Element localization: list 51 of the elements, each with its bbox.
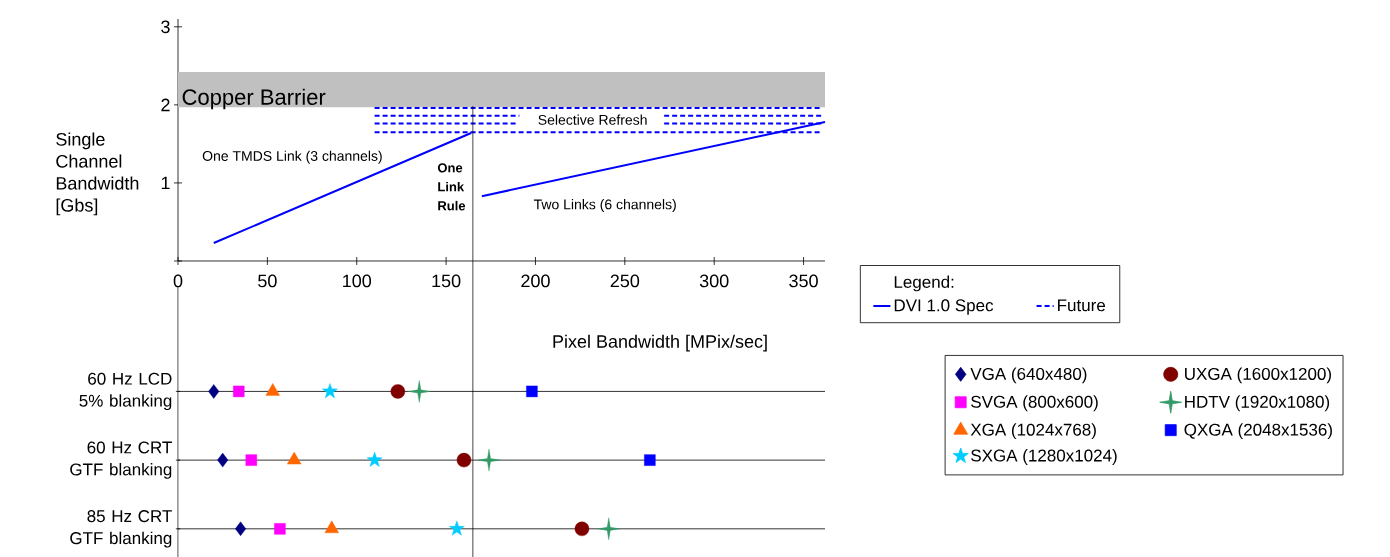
x-axis-title: Pixel Bandwidth [MPix/sec] (553, 334, 767, 352)
point (449, 520, 465, 536)
legend-label: HDTV (1920x1080) (1185, 395, 1330, 412)
legend-label: XGA (1024x768) (970, 423, 1096, 440)
x-tick-label: 300 (699, 274, 729, 288)
y-tick-label: 3 (161, 20, 170, 34)
y-tick-label: 60 Hz LCD 5% blanking (79, 372, 172, 411)
annotation: One TMDS Link (3 channels) (202, 150, 382, 164)
point (217, 452, 229, 468)
y-tick-label: 85 Hz CRT GTF blanking (70, 510, 172, 548)
point (287, 451, 302, 465)
legend-label: UXGA (1600x1200) (1185, 367, 1331, 384)
ref-line-label: One Link Rule (437, 163, 466, 211)
point (233, 385, 245, 398)
point (408, 380, 431, 403)
legend-label: VGA (640x480) (970, 367, 1087, 384)
x-tick-label: 350 (789, 274, 818, 288)
x-tick-label: 150 (432, 274, 461, 288)
legend-label: SXGA (1280x1024) (971, 449, 1117, 465)
point (274, 523, 286, 535)
y-tick-label: 1 (161, 176, 170, 190)
x-tick-label: 100 (343, 274, 372, 288)
y-axis-title: Single Channel Bandwidth [Gbs] (56, 132, 139, 216)
x-tick-label: 200 (521, 274, 550, 288)
point (324, 520, 339, 534)
point (208, 384, 220, 399)
annotation: Two Links (6 channels) (533, 199, 676, 213)
legend-label: Future (1058, 299, 1106, 312)
x-tick-label: 250 (610, 274, 640, 288)
point (390, 384, 406, 399)
point (322, 383, 338, 399)
legend-title: Legend: (894, 275, 954, 292)
legend-label: SVGA (800x600) (971, 395, 1098, 412)
point (477, 448, 501, 472)
point (574, 521, 590, 537)
annotation: Selective Refresh (538, 114, 647, 125)
y-tick-label: 60 Hz CRT GTF blanking (70, 441, 172, 479)
point (526, 385, 538, 398)
x-tick-label: 50 (258, 274, 277, 288)
band-label: Copper Barrier (182, 88, 326, 110)
point (644, 454, 656, 466)
legend-label: DVI 1.0 Spec (894, 299, 994, 315)
x-tick-label: 0 (173, 274, 183, 288)
y-tick-label: 2 (161, 98, 170, 112)
point (235, 521, 247, 537)
legend-label: QXGA (2048x1536) (1184, 423, 1332, 440)
point (245, 454, 257, 466)
point (366, 451, 383, 467)
point (597, 517, 620, 541)
point (456, 452, 472, 468)
point (265, 383, 280, 396)
